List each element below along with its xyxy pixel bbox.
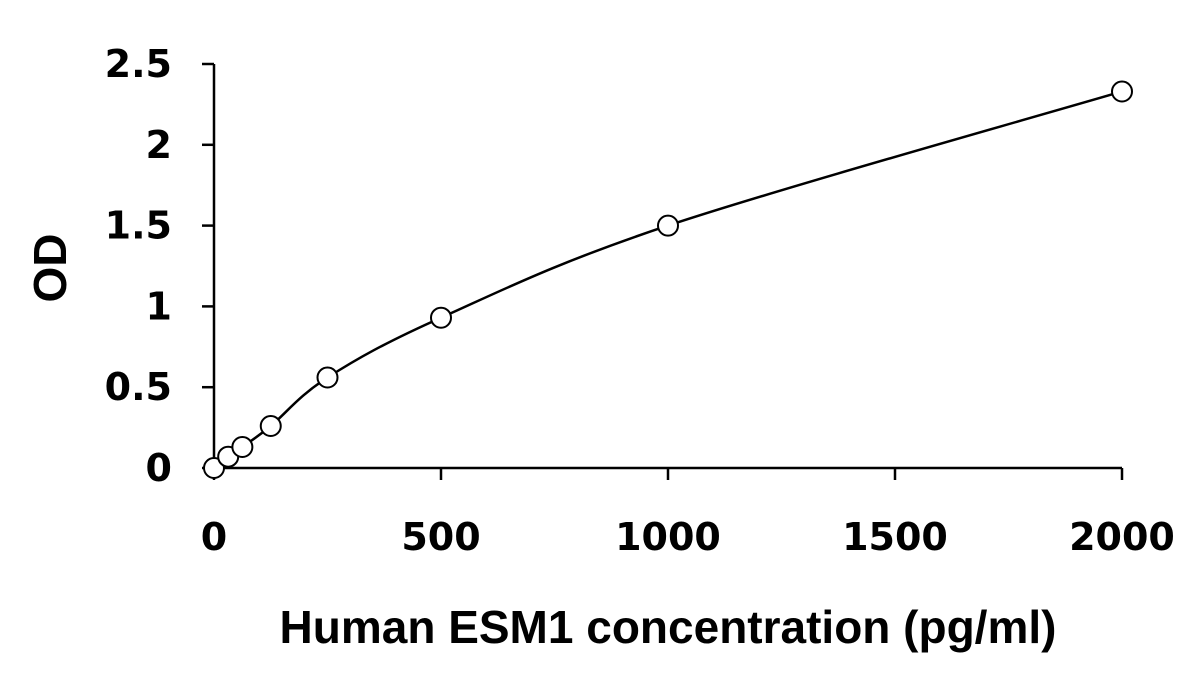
data-point [259, 414, 282, 437]
x-tick-label: 1000 [615, 515, 721, 559]
y-tick-label: 0.5 [105, 365, 172, 409]
data-point [316, 366, 339, 389]
y-tick-label: 2.5 [105, 42, 172, 86]
y-tick-label: 0 [146, 446, 172, 490]
x-tick-label: 500 [401, 515, 480, 559]
data-point [231, 435, 254, 458]
x-axis-ticks: 0 500 1000 1500 2000 [201, 468, 1175, 559]
x-tick-label: 1500 [842, 515, 948, 559]
data-point [1111, 80, 1133, 103]
data-point [203, 457, 225, 479]
data-point [430, 306, 452, 329]
data-point [657, 214, 679, 237]
x-tick-label: 0 [201, 515, 227, 559]
fit-curve-line [213, 90, 1123, 469]
data-points [203, 80, 1133, 479]
y-axis-title: OD [24, 234, 76, 303]
x-axis-title: Human ESM1 concentration (pg/ml) [280, 601, 1057, 653]
x-tick-label: 2000 [1069, 515, 1175, 559]
y-axis-ticks: 0 0.5 1 1.5 2 2.5 [105, 42, 214, 490]
y-tick-label: 1 [146, 284, 172, 328]
y-tick-label: 1.5 [105, 204, 172, 248]
y-tick-label: 2 [146, 123, 172, 167]
